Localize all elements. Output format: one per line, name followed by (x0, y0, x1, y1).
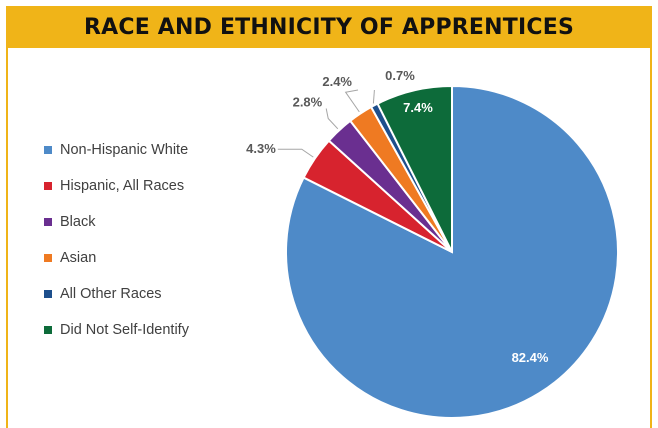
legend-swatch (44, 218, 52, 226)
data-label: 2.4% (322, 74, 352, 89)
legend-swatch (44, 326, 52, 334)
chart-title: RACE AND ETHNICITY OF APPRENTICES (84, 14, 574, 40)
legend-label: Hispanic, All Races (60, 178, 185, 194)
leader-line (372, 89, 375, 104)
legend-label: Did Not Self-Identify (60, 322, 189, 338)
legend-label: Non-Hispanic White (60, 142, 189, 158)
pie-slice (376, 84, 453, 253)
legend-swatch (44, 290, 52, 298)
legend-label: Black (60, 214, 96, 230)
legend-item: Asian (44, 240, 189, 276)
leader-line (344, 89, 360, 113)
legend-item: Non-Hispanic White (44, 132, 189, 168)
data-label: 2.8% (293, 95, 323, 110)
legend-label: All Other Races (60, 286, 162, 302)
title-bar: RACE AND ETHNICITY OF APPRENTICES (6, 6, 652, 48)
legend: Non-Hispanic White Hispanic, All Races Bla… (44, 132, 189, 348)
legend-swatch (44, 182, 52, 190)
legend-label: Asian (60, 250, 97, 266)
legend-swatch (44, 146, 52, 154)
data-label: 0.7% (385, 68, 415, 83)
legend-item: All Other Races (44, 276, 189, 312)
data-label: 7.4% (403, 100, 433, 115)
data-label: 4.3% (246, 141, 276, 156)
data-label: 82.4% (512, 350, 549, 365)
leader-line (325, 108, 339, 130)
legend-item: Did Not Self-Identify (44, 312, 189, 348)
legend-item: Hispanic, All Races (44, 168, 189, 204)
legend-item: Black (44, 204, 189, 240)
legend-swatch (44, 254, 52, 262)
leader-line (277, 148, 314, 158)
